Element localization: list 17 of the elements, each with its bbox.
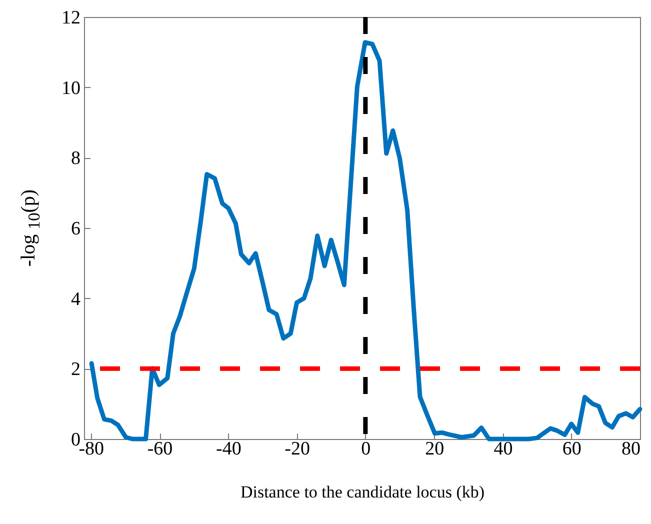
y-tick-label: 10 bbox=[62, 78, 80, 99]
y-tick-label: 2 bbox=[71, 359, 80, 380]
x-tick-label: 60 bbox=[562, 438, 582, 460]
x-tick-label: -80 bbox=[78, 438, 104, 460]
y-tick-label: 8 bbox=[71, 148, 80, 170]
line-series bbox=[89, 40, 642, 442]
x-tick-label: 40 bbox=[494, 438, 513, 460]
x-tick-label: 20 bbox=[425, 438, 444, 460]
x-tick-label: -20 bbox=[284, 438, 310, 460]
x-tick-label: -60 bbox=[147, 438, 173, 460]
x-tick-label: 80 bbox=[622, 438, 640, 460]
y-tick-label: 6 bbox=[71, 218, 80, 240]
x-tick-label: 0 bbox=[361, 438, 371, 460]
x-tick-label: -40 bbox=[216, 438, 242, 460]
x-axis-title: Distance to the candidate locus (kb) bbox=[240, 482, 485, 502]
y-tick-label: 12 bbox=[62, 8, 80, 28]
y-tick-label: 4 bbox=[71, 288, 81, 310]
